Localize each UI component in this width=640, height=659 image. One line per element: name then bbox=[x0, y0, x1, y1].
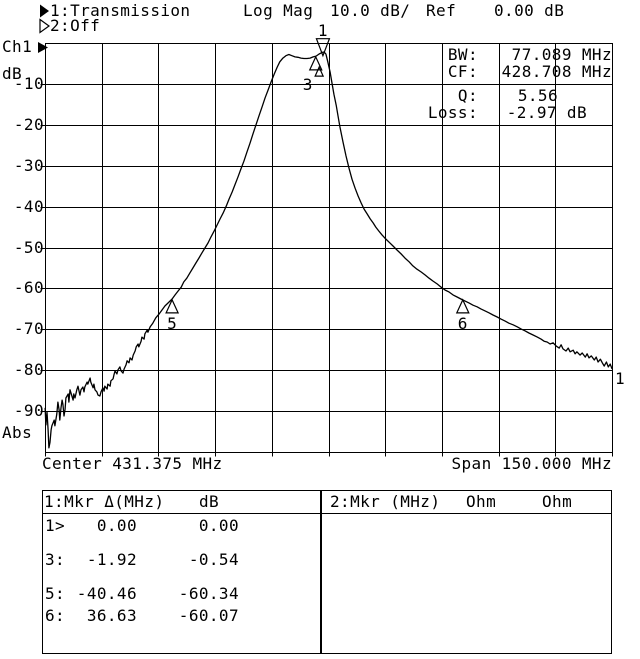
y-axis-label: -80 bbox=[13, 360, 44, 379]
graticule bbox=[40, 43, 613, 457]
marker-table-ch1-title: 1:Mkr Δ(MHz) bbox=[44, 492, 165, 511]
marker-table-ch1-rows: 1> 0.00 0.00 3: -1.92 -0.54 5: -40.46 -60.34 6: 36… bbox=[43, 513, 320, 653]
marker-delta-mhz-value: 36.63 bbox=[86, 606, 137, 625]
q-value: 5.56 bbox=[517, 86, 558, 105]
q-label: Q: bbox=[457, 86, 478, 105]
marker-row-label: 6: bbox=[45, 606, 66, 625]
channel-label: Ch1 bbox=[2, 37, 33, 56]
marker-table-ch2: 2:Mkr (MHz) Ohm Ohm bbox=[321, 490, 612, 654]
marker-table-ch2-ohm2-header: Ohm bbox=[542, 492, 573, 511]
bw-label: BW: bbox=[447, 45, 478, 64]
trace-group bbox=[44, 51, 613, 449]
y-axis-label: -30 bbox=[13, 156, 44, 175]
axis-unit-label: dB bbox=[2, 64, 23, 83]
y-axis-label: -20 bbox=[13, 115, 44, 134]
y-axis-label: -60 bbox=[13, 278, 44, 297]
trace-ch1 bbox=[44, 51, 613, 449]
marker-row-6: 6: 36.63 -60.07 bbox=[43, 606, 320, 625]
loss-label: Loss: bbox=[427, 103, 478, 122]
marker-table-ch1-header: 1:Mkr Δ(MHz) dB bbox=[43, 491, 320, 514]
marker-db-value: -60.07 bbox=[178, 606, 239, 625]
marker-delta-mhz-value: 0.00 bbox=[96, 516, 137, 535]
markers-group: 1 3 5 6 1 bbox=[165, 21, 625, 388]
marker-row-1: 1> 0.00 0.00 bbox=[43, 516, 320, 535]
marker-1-label: 1 bbox=[318, 21, 328, 40]
trace2-label: 2:Off bbox=[50, 16, 101, 35]
bw-value: 77.089 MHz bbox=[511, 45, 612, 64]
y-axis-label: -70 bbox=[13, 319, 44, 338]
marker-table-ch2-header: 2:Mkr (MHz) Ohm Ohm bbox=[322, 491, 611, 514]
y-axis-label: -50 bbox=[13, 238, 44, 257]
marker-row-label: 5: bbox=[45, 584, 66, 603]
marker-6-label: 6 bbox=[458, 314, 468, 333]
marker-table-ch2-ohm1-header: Ohm bbox=[466, 492, 497, 511]
marker-db-value: 0.00 bbox=[198, 516, 239, 535]
marker-db-value: -60.34 bbox=[178, 584, 239, 603]
marker-delta-mhz-value: -40.46 bbox=[76, 584, 137, 603]
y-axis-label: -10 bbox=[13, 74, 44, 93]
cf-label: CF: bbox=[447, 62, 478, 81]
trace2-inactive-icon bbox=[39, 18, 51, 34]
marker-table-ch2-title: 2:Mkr (MHz) bbox=[330, 492, 441, 511]
center-frequency-label: Center 431.375 MHz bbox=[42, 454, 223, 473]
marker-3-icon bbox=[308, 55, 323, 71]
scale-value: 10.0 dB/ bbox=[330, 1, 411, 20]
marker-5-label: 5 bbox=[167, 314, 177, 333]
marker-table-ch1-db-header: dB bbox=[199, 492, 220, 511]
format-label: Log Mag bbox=[243, 1, 314, 20]
axis-format-label: Abs bbox=[2, 423, 33, 442]
marker-db-value: -0.54 bbox=[188, 550, 239, 569]
marker-5-icon bbox=[165, 298, 180, 314]
ref-value: 0.00 dB bbox=[494, 1, 565, 20]
marker-3-label: 3 bbox=[303, 75, 313, 94]
y-axis-label: -90 bbox=[13, 401, 44, 420]
ref-label: Ref bbox=[426, 1, 457, 20]
marker-delta-mhz-value: -1.92 bbox=[86, 550, 137, 569]
ref-position-icon bbox=[38, 42, 48, 53]
trace1-active-icon bbox=[40, 4, 49, 18]
marker-delta-ref-icon bbox=[314, 65, 325, 77]
span-label: Span 150.000 MHz bbox=[451, 454, 612, 473]
y-axis-label: -40 bbox=[13, 197, 44, 216]
marker-row-label: 1> bbox=[45, 516, 66, 535]
marker-row-3: 3: -1.92 -0.54 bbox=[43, 550, 320, 569]
cf-value: 428.708 MHz bbox=[501, 62, 612, 81]
loss-value: -2.97 dB bbox=[506, 103, 587, 122]
marker-6-icon bbox=[455, 298, 470, 314]
trace1-label: 1:Transmission bbox=[50, 1, 191, 20]
marker-1-icon bbox=[315, 38, 331, 58]
marker-table-ch1: 1:Mkr Δ(MHz) dB 1> 0.00 0.00 3: -1.92 -0.54 5:… bbox=[42, 490, 321, 654]
marker-row-label: 3: bbox=[45, 550, 66, 569]
marker-row-5: 5: -40.46 -60.34 bbox=[43, 584, 320, 603]
trace-number-label: 1 bbox=[615, 369, 625, 388]
